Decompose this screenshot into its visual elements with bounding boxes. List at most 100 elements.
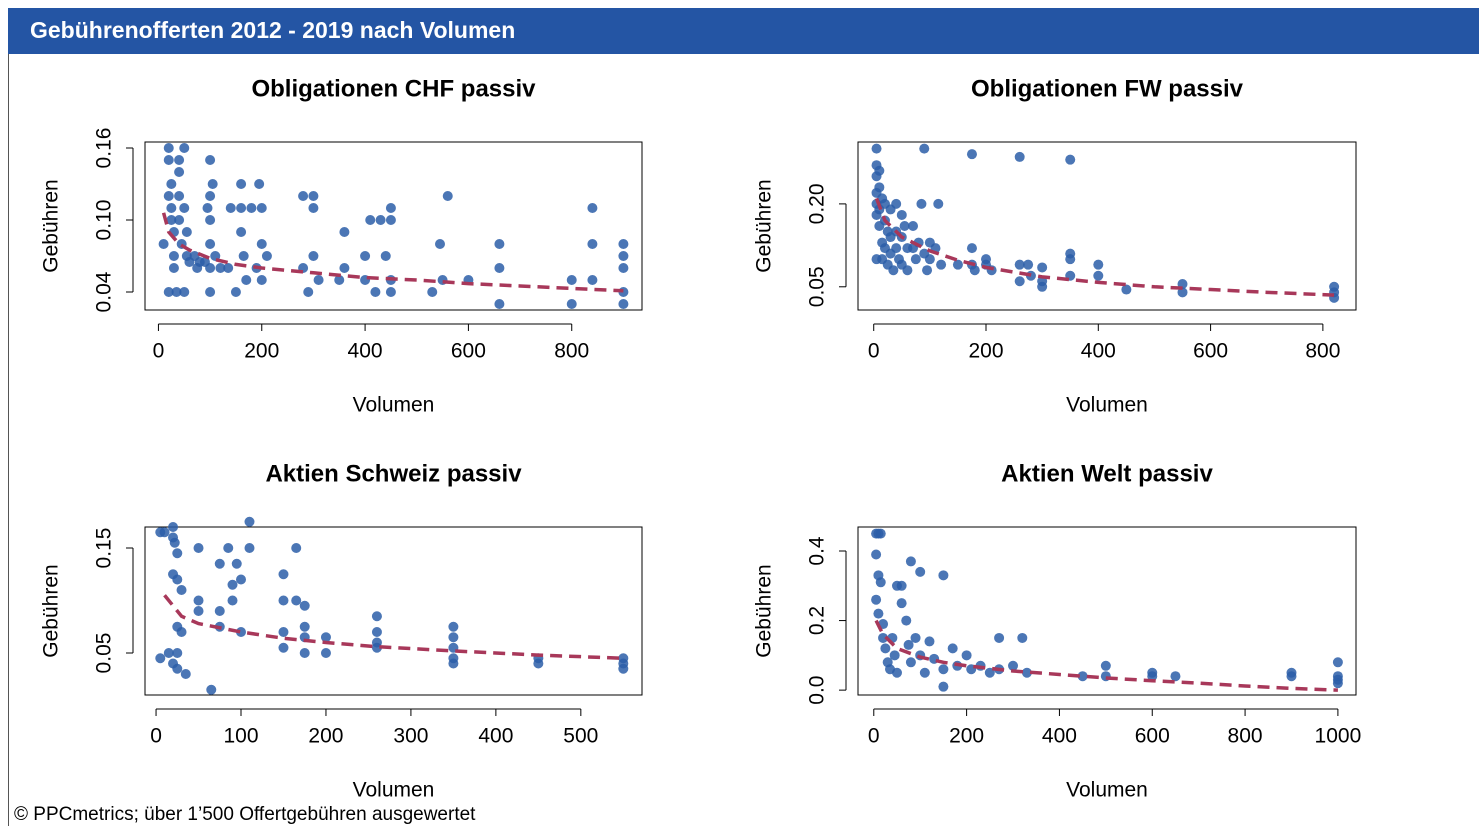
point (261, 251, 272, 261)
point (166, 215, 177, 225)
point (618, 299, 629, 309)
point (193, 606, 204, 616)
point (494, 263, 505, 273)
x-tick-label: 600 (1193, 340, 1228, 363)
point (961, 650, 972, 661)
chart-title: Aktien Schweiz passiv (265, 460, 522, 487)
point (236, 227, 247, 237)
point (618, 663, 629, 674)
point (871, 143, 882, 154)
point (994, 632, 1005, 643)
point (236, 627, 247, 637)
x-tick-label: 0 (153, 340, 165, 363)
point (1017, 632, 1028, 643)
point (905, 556, 916, 567)
point (1014, 276, 1025, 287)
point (385, 203, 396, 213)
point (969, 265, 980, 276)
x-tick-label: 0 (150, 725, 162, 748)
point (172, 648, 183, 658)
point (908, 221, 919, 231)
point (385, 215, 396, 225)
point (938, 681, 949, 692)
trend-line (161, 212, 624, 293)
x-tick-label: 800 (1305, 340, 1340, 363)
chart-title: Aktien Welt passiv (1001, 460, 1213, 487)
point (1065, 154, 1076, 165)
point (385, 287, 396, 297)
point (181, 227, 192, 237)
point (618, 239, 629, 249)
point (155, 653, 166, 664)
point (370, 287, 381, 297)
point (448, 658, 459, 669)
point (205, 287, 216, 297)
point (308, 191, 319, 201)
point (1023, 259, 1034, 270)
point (427, 287, 438, 297)
point (298, 191, 309, 201)
point (166, 179, 177, 189)
point (158, 239, 169, 249)
x-tick-label: 400 (478, 725, 513, 748)
point (1014, 259, 1025, 270)
point (1021, 667, 1032, 678)
point (938, 570, 949, 581)
point (256, 239, 267, 249)
point (223, 543, 234, 553)
point (891, 667, 902, 678)
y-tick-label: 0.05 (806, 266, 829, 307)
x-tick-label: 0 (868, 725, 880, 748)
point (205, 263, 216, 273)
point (903, 639, 914, 650)
trend-line (163, 594, 624, 660)
point (339, 263, 350, 273)
x-tick-label: 100 (223, 725, 258, 748)
point (174, 155, 185, 165)
point (905, 657, 916, 668)
point (254, 179, 265, 189)
y-tick-label: 0.16 (93, 128, 116, 169)
point (901, 615, 912, 626)
point (966, 149, 977, 160)
point (169, 537, 180, 548)
point (889, 650, 900, 661)
y-tick-label: 0.10 (93, 200, 116, 241)
point (871, 549, 882, 560)
x-tick-label: 300 (393, 725, 428, 748)
point (371, 627, 382, 637)
point (891, 198, 902, 209)
point (174, 215, 185, 225)
trend-line (874, 619, 1338, 692)
point (225, 203, 236, 213)
point (205, 191, 216, 201)
point (179, 143, 190, 153)
point (919, 143, 930, 154)
point (236, 203, 247, 213)
point (873, 608, 884, 619)
point (448, 632, 459, 643)
point (193, 543, 204, 553)
point (910, 632, 921, 643)
point (587, 239, 598, 249)
point (163, 648, 174, 658)
point (278, 595, 289, 606)
point (938, 664, 949, 675)
point (256, 275, 267, 285)
y-tick-label: 0.04 (93, 271, 116, 312)
point (891, 243, 902, 254)
point (494, 239, 505, 249)
point (952, 259, 963, 270)
x-tick-label: 1000 (1315, 725, 1362, 748)
point (278, 627, 289, 637)
point (163, 155, 174, 165)
point (1170, 671, 1181, 682)
point (566, 275, 577, 285)
point (618, 263, 629, 273)
point (163, 287, 174, 297)
point (236, 179, 247, 189)
point (206, 684, 217, 695)
point (299, 621, 310, 632)
point (230, 287, 241, 297)
